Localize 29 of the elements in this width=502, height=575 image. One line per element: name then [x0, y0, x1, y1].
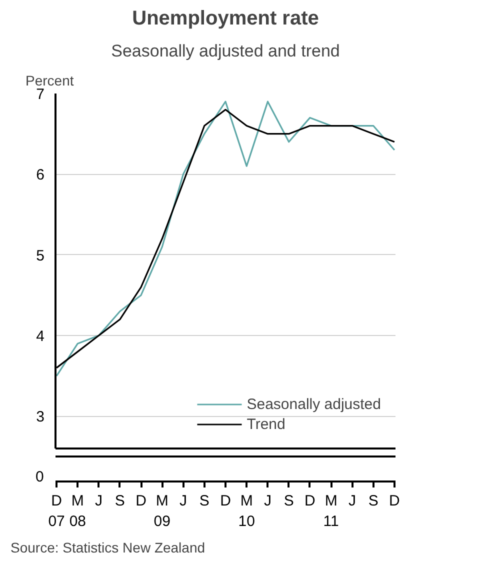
y-axis-title: Percent — [26, 72, 74, 88]
text: 0 — [36, 468, 44, 486]
chart-title: Unemployment rate — [132, 8, 319, 30]
y-tick-label: 6 — [36, 166, 44, 184]
x-tick-label: D — [389, 492, 400, 510]
x-tick-label: M 08 — [69, 492, 86, 530]
y-tick-label: 5 — [36, 247, 44, 264]
x-tick-label: M 10 — [238, 492, 255, 530]
x-tick-label: D 07 — [48, 492, 65, 530]
x-tick-label: M 09 — [154, 492, 170, 530]
x-tick-label: D — [220, 492, 232, 510]
y-tick-label: 7 — [36, 86, 44, 103]
x-tick-label: S — [199, 492, 210, 510]
x-tick-label: J — [264, 492, 272, 510]
x-tick-label: S — [114, 492, 125, 510]
x-tick-label: J — [180, 492, 188, 510]
y-tick-label: 3 — [36, 408, 44, 426]
x-tick-label: J — [348, 492, 356, 510]
x-tick-label: M 11 — [323, 492, 339, 530]
chart-subtitle: Seasonally adjusted and trend — [111, 42, 340, 60]
x-tick-label: D — [304, 492, 316, 510]
x-tick-label: S — [368, 492, 378, 510]
x-tick-label: J — [95, 492, 103, 510]
legend-label: Seasonally adjusted — [246, 396, 381, 412]
x-tick-label: S — [284, 492, 294, 510]
x-tick-label: D — [136, 492, 147, 510]
y-tick-label: 4 — [36, 328, 44, 346]
source-note: Source: Statistics New Zealand — [10, 540, 206, 556]
legend-label: Trend — [246, 416, 286, 432]
